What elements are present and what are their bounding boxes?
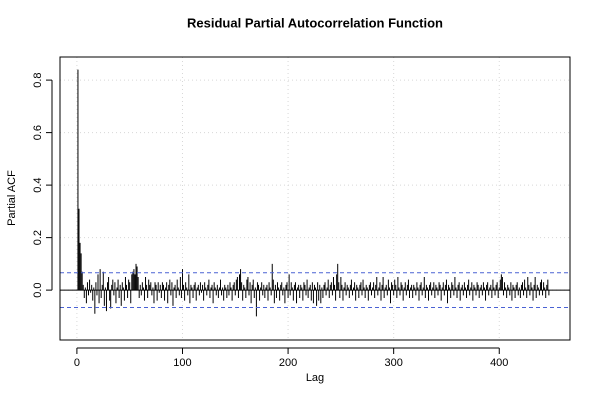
x-tick-label: 400 <box>490 357 508 369</box>
x-tick-label: 200 <box>279 357 297 369</box>
y-tick-label: 0.6 <box>32 125 44 140</box>
plot-frame <box>59 56 571 341</box>
x-axis-label: Lag <box>306 372 324 384</box>
chart-title: Residual Partial Autocorrelation Functio… <box>187 15 443 30</box>
y-tick-label: 0.0 <box>32 282 44 297</box>
x-tick-label: 100 <box>173 357 191 369</box>
x-tick-label: 300 <box>384 357 402 369</box>
y-axis-label: Partial ACF <box>6 170 18 226</box>
y-tick-label: 0.8 <box>32 72 44 87</box>
x-tick-label: 0 <box>74 357 80 369</box>
y-tick-label: 0.2 <box>32 230 44 245</box>
y-tick-label: 0.4 <box>32 177 44 192</box>
